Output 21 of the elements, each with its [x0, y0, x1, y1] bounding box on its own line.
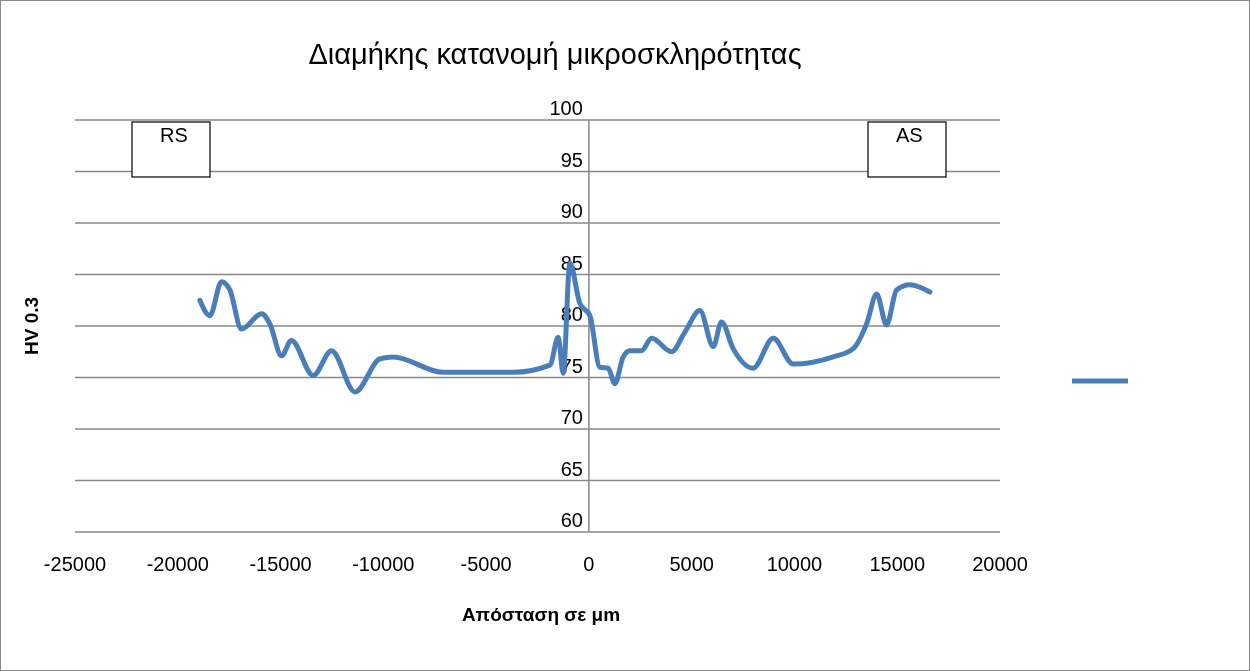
- y-tick-label: 60: [560, 509, 583, 531]
- x-tick-label: -5000: [460, 553, 512, 575]
- chart-title: Διαμήκης κατανομή μικροσκληρότητας: [308, 38, 802, 70]
- y-tick-label: 90: [560, 200, 583, 222]
- y-axis-title: HV 0.3: [21, 296, 42, 356]
- y-tick-label: 65: [560, 457, 583, 480]
- x-tick-label: -25000: [43, 553, 107, 575]
- annotation: RS: [160, 124, 188, 146]
- x-tick-label: 5000: [669, 553, 714, 575]
- x-axis-title: Απόσταση σε μm: [461, 604, 621, 625]
- x-tick-label: 20000: [972, 553, 1028, 575]
- y-tick-label: 70: [560, 406, 583, 428]
- x-tick-label: 0: [583, 553, 595, 575]
- x-tick-label: -20000: [146, 553, 209, 575]
- annotation: AS: [896, 124, 923, 146]
- y-tick-label: 95: [560, 148, 583, 171]
- x-tick-label: 15000: [869, 553, 926, 575]
- x-tick-label: -15000: [249, 553, 312, 575]
- y-tick-label: 100: [549, 97, 583, 119]
- x-tick-label: -10000: [352, 553, 415, 575]
- x-tick-label: 10000: [766, 553, 823, 575]
